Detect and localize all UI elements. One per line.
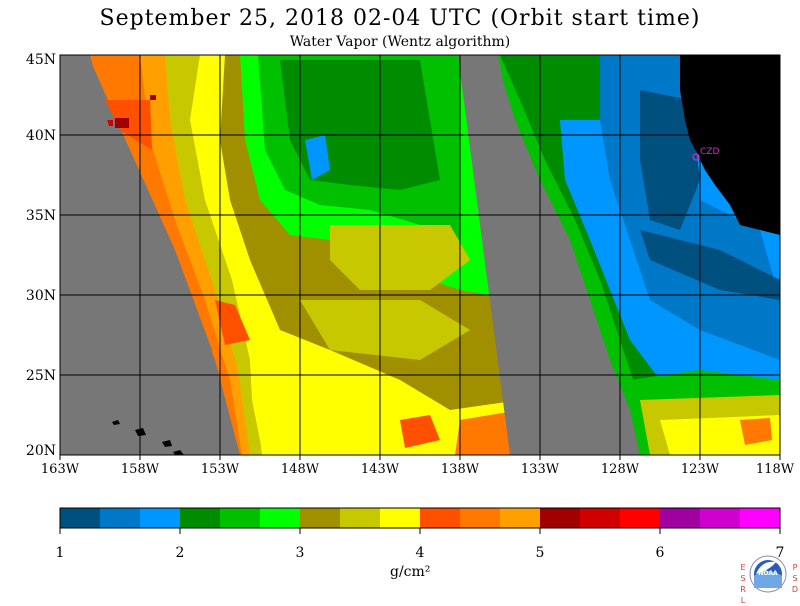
west-swath (88, 55, 520, 455)
land-mass (680, 55, 780, 235)
station-marker-icon (692, 153, 700, 161)
colorbar-units: g/cm² (390, 564, 431, 580)
axis-ticks (59, 455, 781, 460)
colorbar-tick-label: 1 (55, 545, 65, 561)
colorbar-swatch (580, 508, 621, 528)
colorbar-swatch (420, 508, 461, 528)
lon-label: 143W (360, 462, 400, 477)
lon-label: 128W (600, 462, 640, 477)
colorbar-swatch (380, 508, 421, 528)
colorbar-tick-label: 5 (535, 545, 545, 561)
colorbar-swatch (660, 508, 701, 528)
lon-label: 138W (440, 462, 480, 477)
colorbar-swatch (140, 508, 181, 528)
colorbar-swatch (460, 508, 501, 528)
colorbar-swatch (540, 508, 581, 528)
lat-label: 30N (25, 288, 56, 304)
colorbar-swatch (100, 508, 141, 528)
colorbar-swatch (620, 508, 661, 528)
lon-label: 133W (520, 462, 560, 477)
noaa-logo-icon (749, 555, 787, 593)
lon-label: 153W (200, 462, 240, 477)
colorbar-swatch (60, 508, 101, 528)
colorbar-swatch (300, 508, 341, 528)
lon-label: 163W (40, 462, 80, 477)
hawaii-islands (112, 420, 184, 455)
colorbar-swatch (260, 508, 301, 528)
swath-gap (458, 55, 578, 455)
west-no-data (60, 55, 240, 455)
lat-label: 45N (25, 52, 56, 68)
colorbar-swatch (500, 508, 541, 528)
station-label: CZD (700, 147, 720, 157)
map-subtitle: Water Vapor (Wentz algorithm) (289, 34, 511, 50)
lon-label: 148W (280, 462, 320, 477)
colorbar-swatch (220, 508, 261, 528)
map-frame (59, 54, 781, 456)
colorbar-swatch (180, 508, 221, 528)
colorbar-swatch (340, 508, 381, 528)
lat-label: 25N (25, 368, 56, 384)
colorbar-tick-label: 2 (175, 545, 185, 561)
lon-label: 118W (755, 462, 795, 477)
logo-center-text: NOAA (758, 570, 778, 577)
colorbar-tick-label: 7 (775, 545, 785, 561)
lon-label: 123W (680, 462, 720, 477)
east-swath (495, 55, 780, 455)
colorbar (59, 507, 781, 534)
lat-label: 35N (25, 208, 56, 224)
colorbar-swatch (700, 508, 741, 528)
colorbar-tick-label: 6 (655, 545, 665, 561)
colorbar-swatch (740, 508, 781, 528)
map-grid (60, 55, 780, 455)
colorbar-tick-label: 4 (415, 545, 425, 561)
lat-label: 40N (25, 128, 56, 144)
colorbar-tick-label: 3 (295, 545, 305, 561)
lon-label: 158W (120, 462, 160, 477)
map-title: September 25, 2018 02-04 UTC (Orbit star… (99, 6, 701, 31)
lat-label: 20N (25, 443, 56, 459)
